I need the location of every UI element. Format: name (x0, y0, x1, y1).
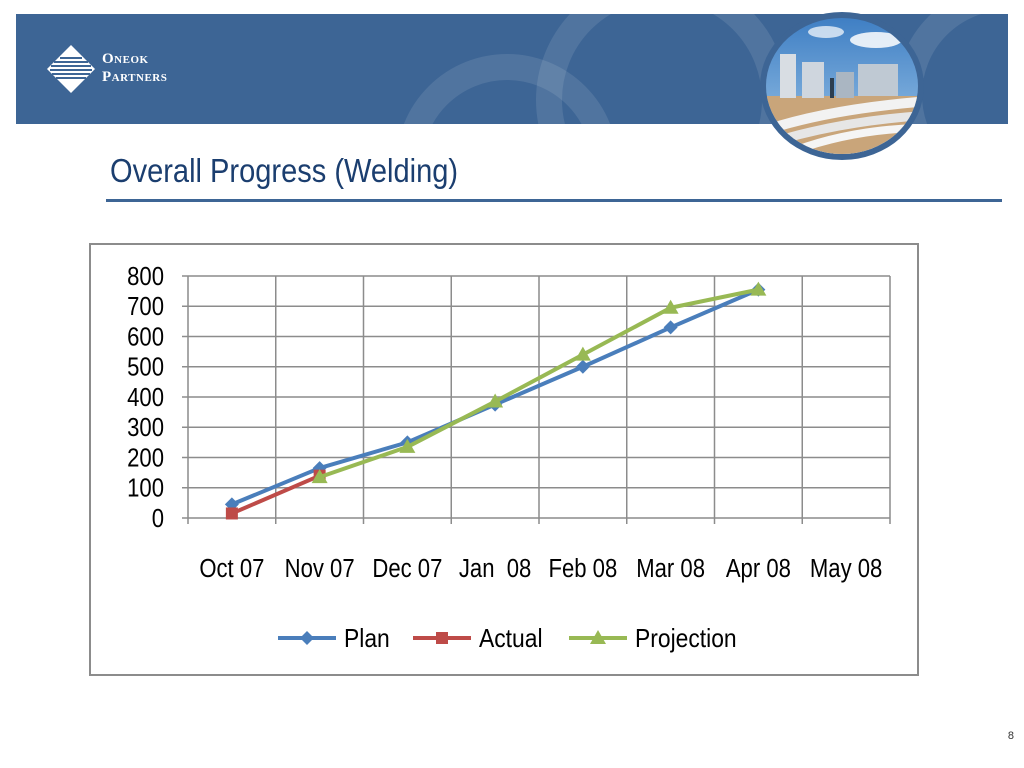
x-tick-label: Apr 08 (726, 554, 791, 583)
slide-title: Overall Progress (Welding) (110, 152, 459, 189)
pipeline-photo (760, 12, 924, 160)
actual-series-line (231, 473, 321, 516)
x-tick-label: Mar 08 (636, 554, 705, 583)
legend-label-actual: Actual (479, 625, 543, 654)
plan-data-point (575, 359, 590, 374)
projection-data-point (662, 299, 679, 314)
x-tick-label: May 08 (810, 554, 882, 583)
y-tick-label: 700 (127, 293, 164, 322)
y-tick-label: 600 (127, 323, 164, 352)
y-tick-label: 300 (127, 414, 164, 443)
y-tick-label: 100 (127, 474, 164, 503)
legend-label-plan: Plan (344, 625, 390, 654)
decorative-ring (536, 14, 788, 124)
legend-label-projection: Projection (635, 625, 737, 654)
legend-marker-actual (436, 632, 448, 644)
title-divider (106, 199, 1002, 202)
logo-line-2: Partners (102, 69, 168, 85)
projection-data-point (574, 346, 591, 361)
oneok-logo-icon (47, 45, 95, 93)
x-tick-label: Jan 08 (459, 554, 531, 583)
projection-data-point (750, 281, 767, 296)
y-tick-label: 800 (127, 262, 164, 291)
logo-line-1: Oneok (102, 51, 149, 67)
company-logo-text: Oneok Partners (102, 50, 167, 86)
projection-data-point (399, 438, 416, 453)
x-tick-label: Dec 07 (372, 554, 442, 583)
legend-marker-projection (590, 630, 606, 644)
x-tick-label: Feb 08 (548, 554, 617, 583)
projection-data-point (487, 393, 504, 408)
actual-data-point (225, 507, 238, 520)
legend-marker-plan (300, 631, 314, 645)
y-tick-label: 200 (127, 444, 164, 473)
y-tick-label: 0 (152, 504, 164, 533)
y-tick-label: 500 (127, 353, 164, 382)
x-tick-label: Nov 07 (285, 554, 355, 583)
chart-frame: 0 100 200 300 400 500 600 700 800 Oct 07 Nov 07 Dec… (89, 243, 919, 676)
page-number: 8 (1007, 730, 1014, 742)
x-tick-label: Oct 07 (199, 554, 264, 583)
plan-data-point (663, 320, 678, 335)
projection-data-point (311, 469, 328, 484)
projection-series-line (318, 287, 759, 480)
y-tick-label: 400 (127, 383, 164, 412)
